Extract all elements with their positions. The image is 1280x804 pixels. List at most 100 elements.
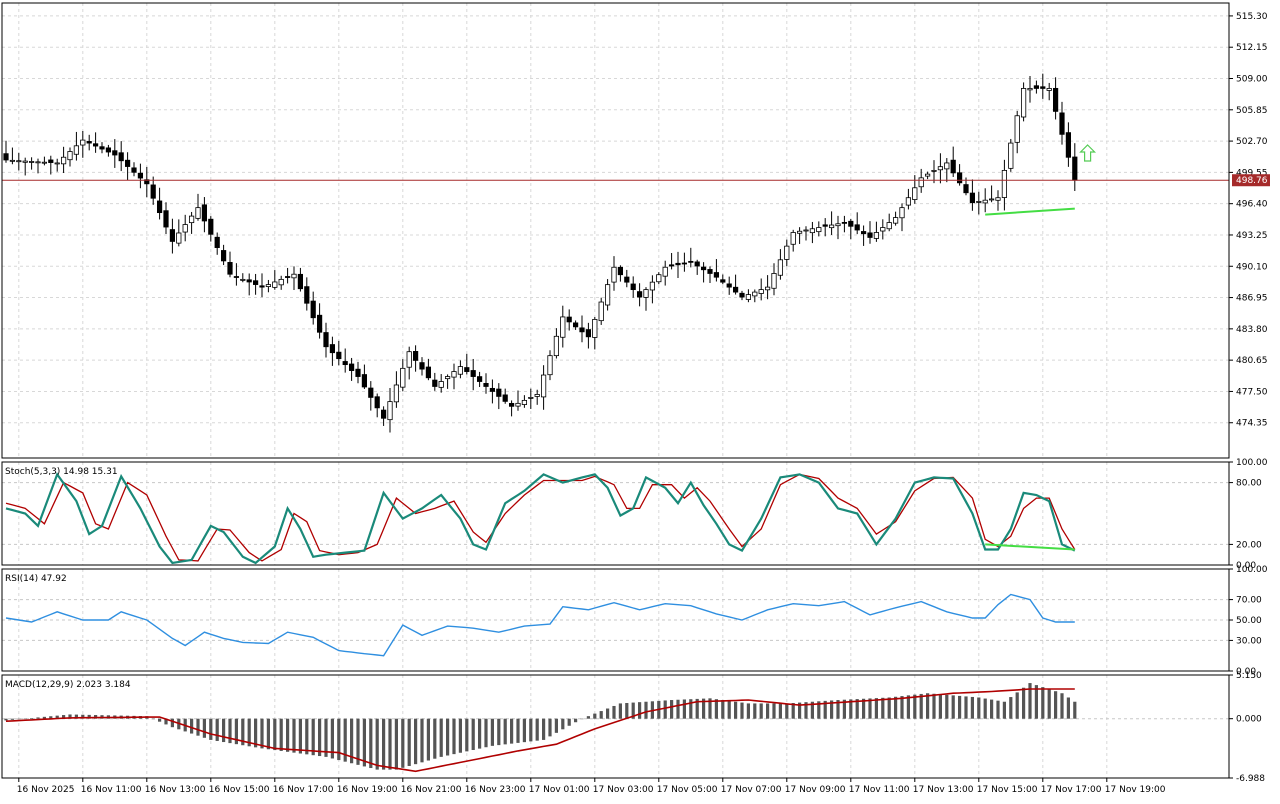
- macd-histogram-bar: [977, 697, 981, 719]
- candle-body: [227, 262, 233, 275]
- macd-histogram-bar: [913, 694, 917, 719]
- candle: [649, 275, 656, 304]
- candle: [790, 229, 796, 252]
- candle: [227, 251, 233, 278]
- candle: [278, 275, 284, 290]
- macd-histogram-bar: [1022, 687, 1026, 719]
- candle: [893, 211, 899, 226]
- macd-histogram-bar: [670, 700, 674, 719]
- macd-histogram-bar: [465, 718, 469, 752]
- macd-histogram-bar: [298, 718, 302, 754]
- candle-body: [592, 319, 598, 338]
- candle-body: [246, 279, 252, 283]
- macd-histogram-bar: [746, 703, 750, 719]
- candle: [707, 266, 713, 283]
- candle-body: [995, 197, 1001, 201]
- candle: [643, 287, 649, 311]
- candle: [41, 156, 48, 166]
- candle: [848, 218, 854, 240]
- candle: [1027, 76, 1033, 103]
- macd-histogram-bar: [951, 695, 955, 719]
- candle-body: [1021, 88, 1027, 118]
- macd-histogram-bar: [23, 718, 27, 720]
- macd-histogram-bar: [727, 700, 731, 719]
- time-axis-label: 17 Nov 17:00: [1041, 785, 1102, 795]
- macd-histogram-bar: [638, 702, 642, 719]
- candle: [9, 147, 15, 165]
- candle-body: [182, 224, 188, 233]
- candle: [16, 152, 22, 171]
- current-price-badge: 498.76: [1232, 174, 1270, 187]
- candle-body: [412, 351, 419, 361]
- candle-body: [35, 161, 41, 164]
- candle: [592, 316, 598, 350]
- macd-histogram-bar: [420, 718, 424, 763]
- candle-body: [54, 162, 60, 165]
- price-axis-label: 502.70: [1236, 137, 1268, 147]
- candle-body: [541, 374, 547, 398]
- candle-body: [1033, 85, 1039, 89]
- candle: [438, 374, 444, 393]
- candle: [323, 322, 329, 358]
- macd-histogram-bar: [631, 702, 635, 719]
- candle: [61, 146, 67, 174]
- macd-histogram-bar: [74, 714, 78, 719]
- candle-body: [835, 223, 841, 227]
- candle: [112, 139, 118, 168]
- macd-histogram-bar: [1028, 683, 1032, 719]
- candle-body: [61, 156, 67, 165]
- macd-histogram-bar: [1066, 697, 1070, 719]
- candle-body: [163, 210, 169, 228]
- candle: [137, 163, 143, 189]
- price-axis-label: 474.35: [1236, 419, 1268, 429]
- candle-body: [496, 388, 502, 397]
- stochastic-axis-label: 100.00: [1236, 458, 1268, 468]
- macd-pane-frame: [1, 674, 1230, 779]
- current-price-value: 498.76: [1236, 176, 1268, 186]
- time-axis-label: 16 Nov 21:00: [401, 785, 462, 795]
- time-axis-label: 17 Nov 07:00: [721, 785, 782, 795]
- macd-histogram-bar: [945, 694, 949, 719]
- candle: [28, 157, 35, 170]
- macd-histogram-bar: [49, 716, 53, 719]
- macd-histogram-bar: [343, 718, 347, 762]
- macd-histogram-bar: [900, 696, 904, 719]
- candle: [957, 164, 963, 186]
- macd-histogram-bar: [382, 718, 386, 770]
- stochastic-axis-label: 80.00: [1236, 479, 1262, 489]
- stochastic-axis-label: 0.00: [1236, 561, 1256, 571]
- stochastic-axis-label: 20.00: [1236, 540, 1262, 550]
- candle: [656, 272, 662, 285]
- macd-histogram-bar: [625, 703, 629, 719]
- macd-histogram-bar: [164, 718, 168, 725]
- candle: [861, 225, 867, 246]
- candle: [470, 358, 476, 391]
- candle: [669, 252, 675, 270]
- candle: [925, 171, 931, 180]
- time-axis-label: 17 Nov 15:00: [977, 785, 1038, 795]
- candle-body: [675, 262, 681, 266]
- candle-body: [125, 159, 131, 167]
- candle-body: [310, 300, 316, 319]
- macd-histogram-bar: [522, 718, 526, 743]
- macd-histogram-bar: [209, 718, 213, 740]
- candle-body: [336, 351, 342, 360]
- candle: [233, 263, 239, 286]
- price-axis-label: 499.55: [1236, 168, 1268, 178]
- candle-body: [188, 215, 195, 224]
- candle-body: [489, 387, 496, 392]
- candle-body: [361, 374, 368, 388]
- macd-histogram-bar: [87, 714, 91, 719]
- candle-body: [598, 301, 604, 322]
- macd-histogram-bar: [778, 703, 782, 719]
- candle-body: [252, 280, 259, 285]
- stochastic-main-line: [5, 472, 1076, 565]
- candle: [483, 373, 489, 394]
- macd-histogram-bar: [554, 718, 558, 733]
- price-axis-label: 480.65: [1236, 356, 1268, 366]
- candle-body: [451, 371, 457, 378]
- macd-histogram-bar: [190, 718, 194, 734]
- candle: [605, 279, 611, 311]
